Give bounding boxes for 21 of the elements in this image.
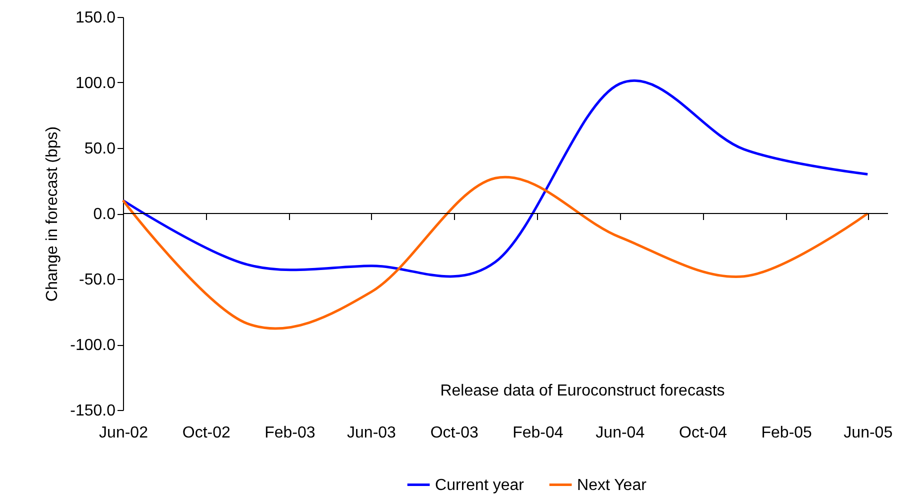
y-tick-label: -150.0 xyxy=(70,402,116,420)
x-tick-label: Feb-04 xyxy=(512,424,564,442)
x-tick-label: Jun-05 xyxy=(844,424,893,442)
y-tick-label: -100.0 xyxy=(70,337,116,354)
y-tick-label: -50.0 xyxy=(79,272,116,288)
x-tick-label: Oct-04 xyxy=(679,424,728,442)
y-axis-title: Change in forecast (bps) xyxy=(44,126,62,302)
x-tick-label: Jun-02 xyxy=(99,424,148,442)
x-tick-label: Oct-02 xyxy=(182,424,230,442)
legend-label: Current year xyxy=(435,476,525,494)
x-tick-label: Oct-03 xyxy=(430,424,478,442)
y-tick-label: 50.0 xyxy=(84,140,116,158)
y-tick-label: 150.0 xyxy=(75,10,116,26)
x-axis-title: Release data of Euroconstruct forecasts xyxy=(440,382,725,400)
x-tick-label: Feb-03 xyxy=(264,424,316,442)
y-tick-label: 0.0 xyxy=(93,206,116,223)
x-tick-label: Jun-04 xyxy=(596,424,645,442)
y-tick-label: 100.0 xyxy=(75,75,116,92)
legend-label: Next Year xyxy=(577,476,648,494)
x-tick-label: Jun-03 xyxy=(347,424,396,442)
x-tick-label: Feb-05 xyxy=(761,424,812,442)
